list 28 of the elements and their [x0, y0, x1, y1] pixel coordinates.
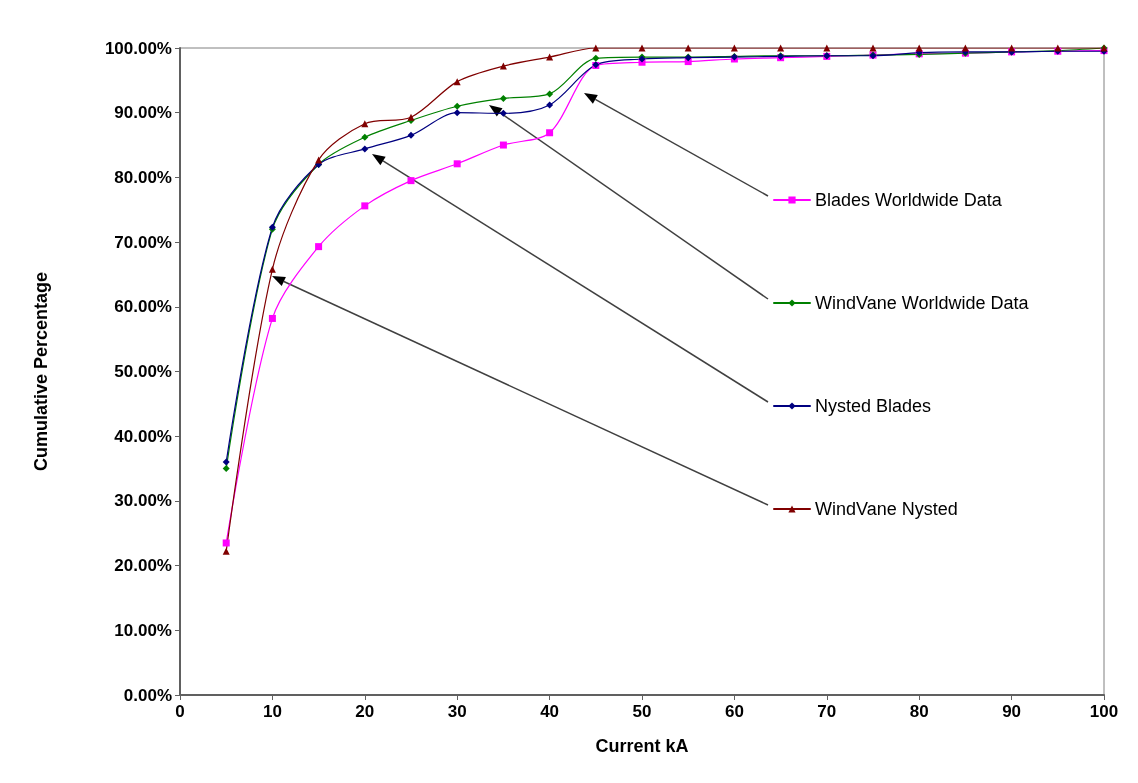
x-tick-label: 30: [447, 702, 467, 721]
y-tick-label: 70.00%: [114, 232, 172, 252]
x-tick-label: 10: [262, 702, 282, 721]
y-tick-label: 50.00%: [114, 362, 172, 381]
y-axis-title: Cumulative Percentage: [31, 271, 51, 472]
y-tick-label: 40.00%: [114, 426, 172, 446]
legend-label: Blades Worldwide Data: [815, 190, 1003, 210]
x-tick-label: 90: [1002, 702, 1022, 721]
y-tick-label: 20.00%: [114, 556, 172, 576]
x-tick-label: 0: [175, 702, 185, 721]
x-tick-label: 80: [909, 702, 929, 721]
legend-label: WindVane Nysted: [815, 499, 958, 519]
x-axis-title: Current kA: [595, 736, 689, 756]
y-tick-label: 30.00%: [114, 491, 172, 511]
y-tick-label: 10.00%: [114, 620, 172, 640]
y-tick-label: 60.00%: [114, 297, 172, 317]
x-tick-label: 60: [724, 702, 744, 721]
legend-label: Nysted Blades: [815, 396, 932, 416]
x-tick-label: 100: [1089, 702, 1119, 721]
y-tick-label: 100.00%: [104, 38, 172, 58]
y-tick-label: 90.00%: [114, 103, 172, 123]
y-tick-label: 0.00%: [123, 685, 172, 705]
x-tick-label: 40: [540, 702, 560, 721]
x-tick-label: 20: [355, 702, 375, 721]
legend-label: WindVane Worldwide Data: [815, 293, 1030, 313]
x-tick-label: 50: [632, 702, 652, 721]
x-tick-label: 70: [817, 702, 837, 721]
y-tick-label: 80.00%: [114, 167, 172, 187]
